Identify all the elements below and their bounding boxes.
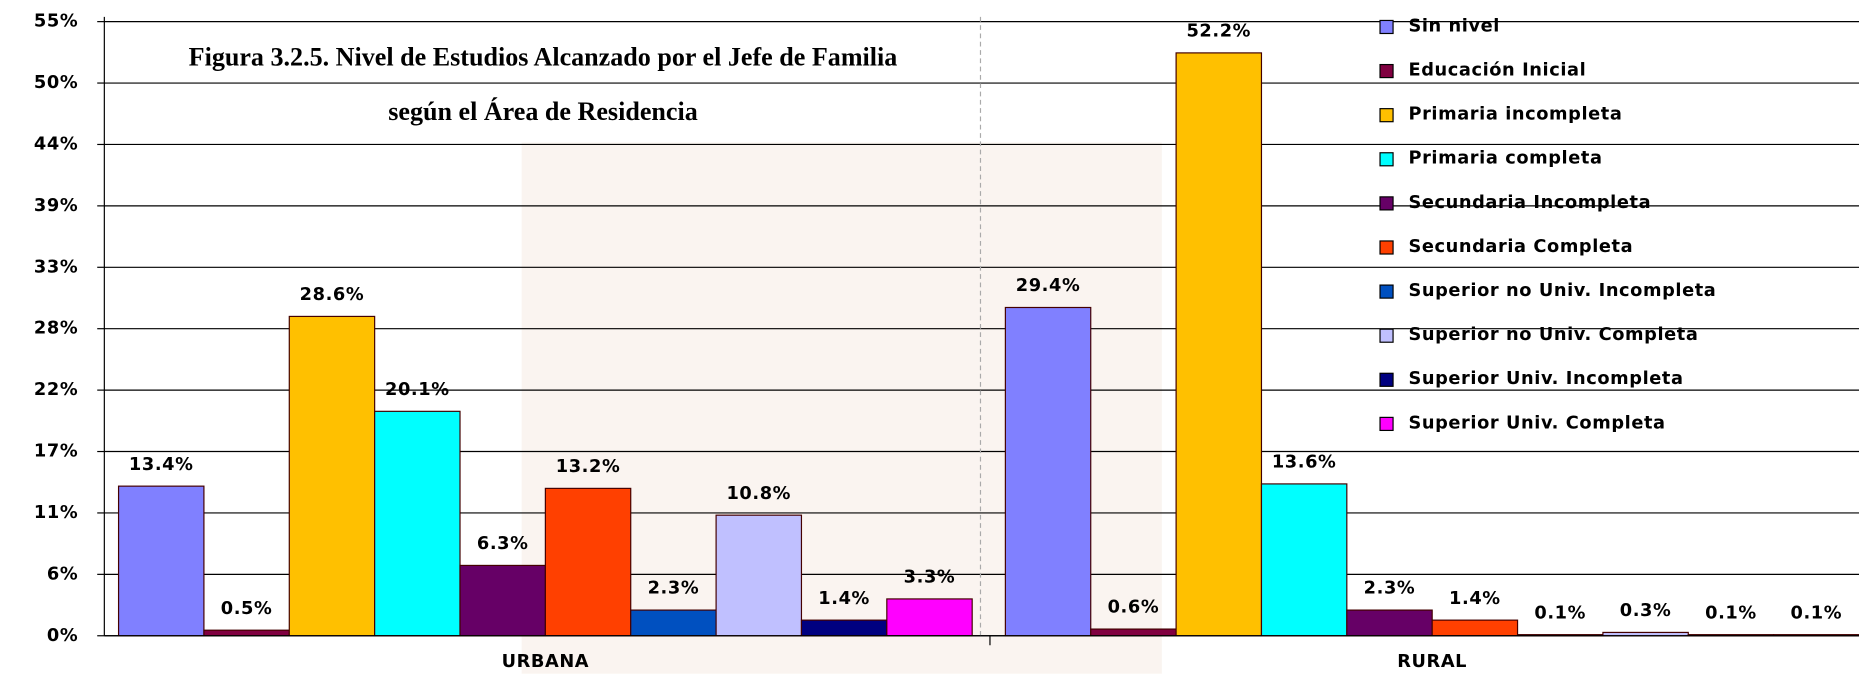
value-label: 0.5% [221,598,273,619]
bar [1347,610,1432,636]
bar [1261,484,1346,636]
y-tick-label: 39% [34,195,78,216]
y-tick-label: 55% [34,11,78,32]
value-label: 3.3% [904,567,956,588]
legend-swatch [1380,65,1393,78]
value-label: 1.4% [818,588,870,609]
x-tick-label: URBANA [502,651,590,672]
bar [1091,629,1176,636]
legend: Sin nivel Educación Inicial Primaria incom… [1380,15,1716,433]
legend-label: Secundaria Incompleta [1408,192,1651,213]
y-tick-label: 17% [34,441,78,462]
legend-label: Primaria incompleta [1408,104,1622,125]
chart-title: Figura 3.2.5. Nivel de Estudios Alcanzad… [189,43,898,72]
value-label: 2.3% [1364,578,1416,599]
bar [119,486,204,636]
y-tick-label: 6% [47,563,78,584]
value-label: 13.4% [129,454,194,475]
y-tick-label: 0% [47,625,78,646]
y-tick-label: 50% [34,72,78,93]
value-label: 10.8% [726,483,791,504]
legend-label: Sin nivel [1408,15,1500,36]
value-label: 0.3% [1620,600,1672,621]
legend-label: Superior no Univ. Completa [1408,324,1698,345]
bar [375,411,460,635]
value-label: 0.6% [1108,597,1160,618]
legend-swatch [1380,241,1393,254]
legend-label: Superior Univ. Completa [1408,412,1665,433]
bar [289,316,374,635]
bar [631,610,716,636]
legend-swatch [1380,329,1393,342]
y-tick-label: 22% [34,379,78,400]
bar [716,515,801,636]
value-label: 28.6% [300,284,365,305]
legend-label: Superior Univ. Incompleta [1408,368,1683,389]
x-tick-label: RURAL [1397,651,1467,672]
bar [1432,620,1517,636]
legend-label: Primaria completa [1408,148,1602,169]
legend-label: Secundaria Completa [1408,236,1633,257]
legend-swatch [1380,20,1393,33]
chart: 13.4% 0.5% 28.6% 20.1% 6.3% 13.2% 2.3% 10.8% 1.4… [0,0,1859,674]
value-label: 6.3% [477,533,529,554]
y-tick-label: 28% [34,318,78,339]
y-tick-label: 33% [34,256,78,277]
legend-label: Superior no Univ. Incompleta [1408,280,1716,301]
page: 13.4% 0.5% 28.6% 20.1% 6.3% 13.2% 2.3% 10.8% 1.4… [0,0,1859,674]
bar [1005,307,1090,635]
legend-swatch [1380,417,1393,430]
bar [545,488,630,635]
legend-swatch [1380,285,1393,298]
value-label: 13.2% [556,456,621,477]
bar [1176,53,1261,636]
value-label: 0.1% [1705,602,1757,623]
value-label: 29.4% [1016,275,1081,296]
y-tick-label: 11% [34,502,78,523]
value-label: 0.1% [1790,602,1842,623]
bar [887,599,972,636]
value-label: 20.1% [385,379,450,400]
legend-swatch [1380,197,1393,210]
legend-swatch [1380,153,1393,166]
value-label: 0.1% [1534,602,1586,623]
value-label: 52.2% [1186,21,1251,42]
value-label: 13.6% [1272,452,1337,473]
bar [204,630,289,636]
legend-label: Educación Inicial [1408,59,1586,80]
value-label: 2.3% [648,578,700,599]
bar [801,620,886,636]
chart-title: según el Área de Residencia [388,97,698,126]
y-tick-label: 44% [34,133,78,154]
bar [460,565,545,635]
legend-swatch [1380,373,1393,386]
value-label: 1.4% [1449,588,1501,609]
legend-swatch [1380,109,1393,122]
